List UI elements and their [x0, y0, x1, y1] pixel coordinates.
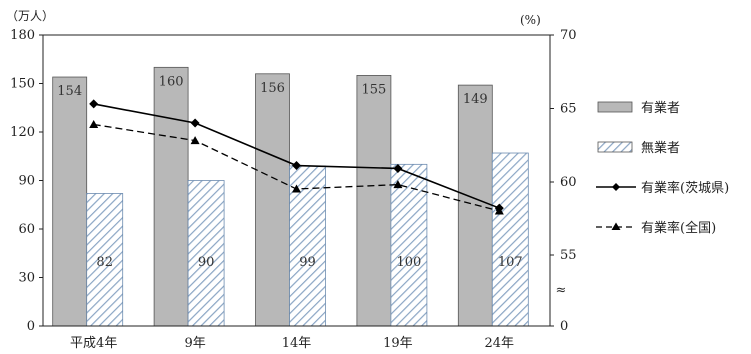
right-tick-label: 70 — [560, 28, 577, 43]
left-tick-label: 0 — [27, 319, 35, 334]
legend-marker-ibaraki — [612, 183, 620, 191]
marker-ibaraki — [393, 163, 403, 173]
marker-national — [494, 206, 504, 215]
bar-employed-label: 149 — [463, 92, 488, 107]
left-tick-label: 60 — [18, 222, 35, 237]
bar-unemployed — [289, 165, 326, 327]
bar-employed-label: 156 — [260, 81, 285, 96]
bar-unemployed-label: 100 — [396, 255, 421, 270]
right-tick-label: 0 — [560, 319, 568, 334]
bar-employed — [52, 76, 88, 327]
category-label: 24年 — [485, 336, 515, 351]
marker-ibaraki — [190, 118, 200, 128]
marker-ibaraki — [89, 99, 99, 109]
left-tick-label: 90 — [18, 174, 35, 189]
legend-swatch-employed — [597, 101, 633, 113]
marker-national — [89, 119, 99, 128]
legend: 有業者 無業者 有業率(茨城県) 有業率(全国) — [596, 100, 729, 236]
right-tick-label: 55 — [560, 248, 577, 263]
left-tick-label: 150 — [10, 77, 35, 92]
legend-label-unemployed: 無業者 — [641, 140, 680, 156]
marker-national — [292, 184, 301, 193]
marker-national — [393, 180, 403, 189]
right-axis-break: ≈ — [556, 283, 567, 298]
category-label: 19年 — [383, 336, 413, 351]
legend-marker-national — [611, 222, 621, 230]
right-axis-ticks: 0 55 60 65 70 — [550, 28, 577, 334]
left-axis-unit: （万人） — [6, 9, 54, 23]
right-tick-label: 65 — [560, 102, 577, 117]
category-label: 14年 — [282, 336, 312, 351]
bars: 154 82 160 90 156 99 155 100 149 107 — [52, 66, 529, 327]
bar-employed — [457, 84, 493, 327]
bar-unemployed — [390, 163, 428, 327]
bar-employed-label: 160 — [159, 74, 184, 89]
bar-employed — [356, 75, 392, 327]
bar-employed-label: 154 — [57, 84, 82, 99]
bar-unemployed-label: 90 — [198, 255, 215, 270]
bar-unemployed-label: 99 — [299, 255, 316, 270]
category-label: 9年 — [184, 336, 205, 351]
legend-label-employed: 有業者 — [641, 100, 680, 116]
bar-employed-label: 155 — [361, 82, 386, 97]
right-tick-label: 60 — [560, 175, 577, 190]
bar-unemployed — [86, 193, 124, 327]
marker-ibaraki — [292, 161, 301, 171]
left-tick-label: 180 — [10, 28, 35, 43]
left-tick-label: 120 — [10, 125, 35, 140]
left-axis-ticks: 0 30 60 90 120 150 180 — [10, 28, 43, 334]
category-labels: 平成4年 9年 14年 19年 24年 — [70, 336, 514, 351]
bar-employed — [153, 66, 189, 327]
legend-swatch-unemployed — [597, 141, 633, 153]
marker-national — [190, 136, 200, 145]
legend-label-ibaraki: 有業率(茨城県) — [641, 180, 729, 196]
left-tick-label: 30 — [18, 271, 35, 286]
bar-employed — [255, 73, 290, 327]
bar-unemployed-label: 82 — [96, 255, 113, 270]
bar-unemployed — [491, 152, 529, 327]
bar-unemployed-label: 107 — [498, 255, 523, 270]
lines — [89, 99, 504, 215]
category-label: 平成4年 — [70, 336, 117, 351]
legend-label-national: 有業率(全国) — [641, 220, 716, 236]
right-axis-unit: (%) — [520, 13, 541, 27]
bar-unemployed — [187, 180, 225, 327]
plot-frame — [42, 34, 551, 327]
